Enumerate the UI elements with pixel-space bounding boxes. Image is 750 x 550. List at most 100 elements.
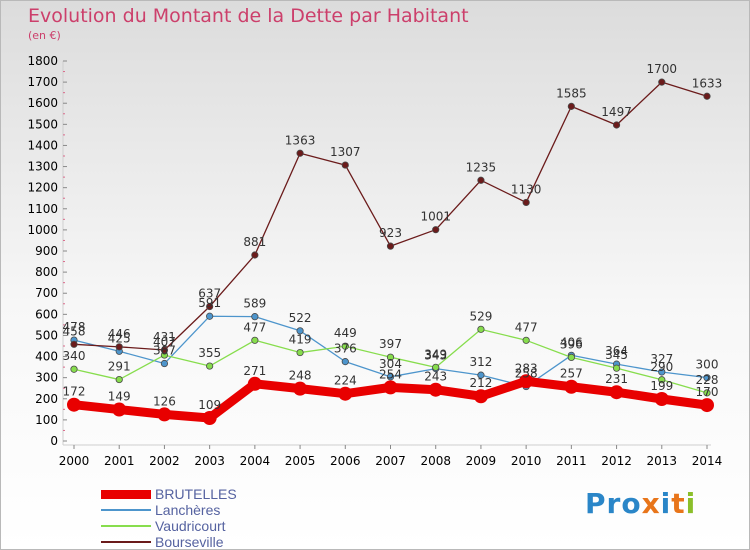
- data-label: 1363: [285, 133, 316, 147]
- y-tick-label: 100: [35, 413, 58, 427]
- legend-label: BRUTELLES: [155, 486, 237, 502]
- data-label: 1130: [511, 182, 542, 196]
- data-label: 212: [469, 376, 492, 390]
- logo-letter: i: [685, 487, 697, 520]
- data-label: 243: [424, 370, 447, 384]
- data-point: [522, 336, 530, 344]
- legend-swatch: [101, 489, 151, 499]
- data-point: [703, 92, 711, 100]
- data-label: 327: [650, 352, 673, 366]
- data-point: [564, 379, 579, 394]
- data-point: [160, 359, 169, 368]
- data-label: 419: [289, 333, 312, 347]
- legend-label: Vaudricourt: [155, 518, 226, 534]
- x-tick-label: 2007: [375, 454, 406, 468]
- data-point: [386, 242, 395, 250]
- data-label: 257: [560, 367, 583, 381]
- x-tick-label: 2010: [511, 454, 542, 468]
- data-point: [567, 102, 575, 110]
- data-point: [70, 340, 78, 348]
- data-point: [654, 391, 669, 406]
- data-label: 271: [243, 364, 266, 378]
- data-label: 304: [379, 357, 402, 371]
- x-tick-label: 2004: [240, 454, 271, 468]
- x-tick-label: 2009: [466, 454, 497, 468]
- data-point: [115, 343, 123, 351]
- y-tick-label: 1500: [27, 117, 58, 131]
- x-tick-label: 2008: [420, 454, 451, 468]
- data-label: 449: [334, 326, 357, 340]
- data-point: [522, 198, 530, 207]
- logo-letter: t: [671, 487, 686, 520]
- x-tick-label: 2006: [330, 454, 361, 468]
- legend-swatch: [101, 541, 151, 543]
- data-label: 478: [63, 320, 86, 334]
- x-tick-label: 2013: [647, 454, 678, 468]
- data-label: 109: [198, 398, 221, 412]
- data-label: 407: [153, 335, 176, 349]
- data-point: [296, 149, 304, 157]
- data-label: 149: [108, 390, 131, 404]
- y-tick-label: 400: [35, 350, 58, 364]
- data-label: 477: [243, 320, 266, 334]
- data-label: 258: [515, 367, 538, 381]
- x-tick-label: 2014: [692, 454, 723, 468]
- y-tick-label: 1700: [27, 75, 58, 89]
- data-label: 283: [515, 361, 538, 375]
- data-point: [658, 368, 666, 376]
- data-point: [703, 389, 711, 397]
- data-point: [432, 363, 440, 371]
- y-tick-label: 1300: [27, 160, 58, 174]
- data-point: [341, 342, 349, 350]
- logo-letter: x: [641, 487, 661, 520]
- data-point: [70, 365, 78, 373]
- data-label: 172: [63, 385, 86, 399]
- legend-label: Bourseville: [155, 534, 224, 550]
- data-point: [473, 389, 488, 404]
- y-tick-label: 1800: [27, 54, 58, 68]
- data-label: 343: [424, 349, 447, 363]
- data-point: [519, 374, 534, 389]
- y-tick-label: 200: [35, 392, 58, 406]
- data-label: 224: [334, 374, 357, 388]
- data-label: 477: [515, 320, 538, 334]
- data-point: [251, 336, 259, 344]
- data-label: 923: [379, 226, 402, 240]
- data-point: [296, 327, 304, 335]
- data-point: [293, 381, 308, 396]
- data-label: 248: [289, 369, 312, 383]
- data-label: 199: [650, 379, 673, 393]
- logo-letter: r: [606, 487, 622, 520]
- logo-letter: i: [660, 487, 672, 520]
- data-label: 522: [289, 311, 312, 325]
- data-label: 355: [198, 346, 221, 360]
- legend-item: Bourseville: [101, 534, 237, 550]
- data-label: 290: [650, 360, 673, 374]
- y-tick-label: 600: [35, 307, 58, 321]
- data-point: [206, 362, 214, 370]
- data-point: [251, 313, 259, 321]
- y-tick-label: 900: [35, 244, 58, 258]
- data-point: [160, 346, 169, 354]
- data-point: [206, 312, 214, 320]
- data-label: 446: [108, 327, 131, 341]
- data-label: 1001: [420, 210, 451, 224]
- data-label: 231: [605, 372, 628, 386]
- data-point: [658, 78, 666, 86]
- data-point: [700, 398, 714, 413]
- data-label: 345: [605, 348, 628, 362]
- y-tick-label: 700: [35, 286, 58, 300]
- legend-item: Vaudricourt: [101, 518, 237, 534]
- data-label: 529: [469, 309, 492, 323]
- data-label: 1700: [647, 62, 678, 76]
- chart-subtitle: (en €): [28, 29, 61, 42]
- data-label: 1307: [330, 145, 361, 159]
- data-label: 228: [696, 373, 719, 387]
- data-point: [658, 376, 666, 384]
- chart-legend: BRUTELLES Lanchères Vaudricourt Bourseville: [101, 486, 237, 550]
- y-tick-label: 500: [35, 328, 58, 342]
- data-label: 397: [379, 337, 402, 351]
- data-point: [386, 373, 395, 381]
- x-tick-label: 2000: [59, 454, 90, 468]
- y-tick-label: 1000: [27, 223, 58, 237]
